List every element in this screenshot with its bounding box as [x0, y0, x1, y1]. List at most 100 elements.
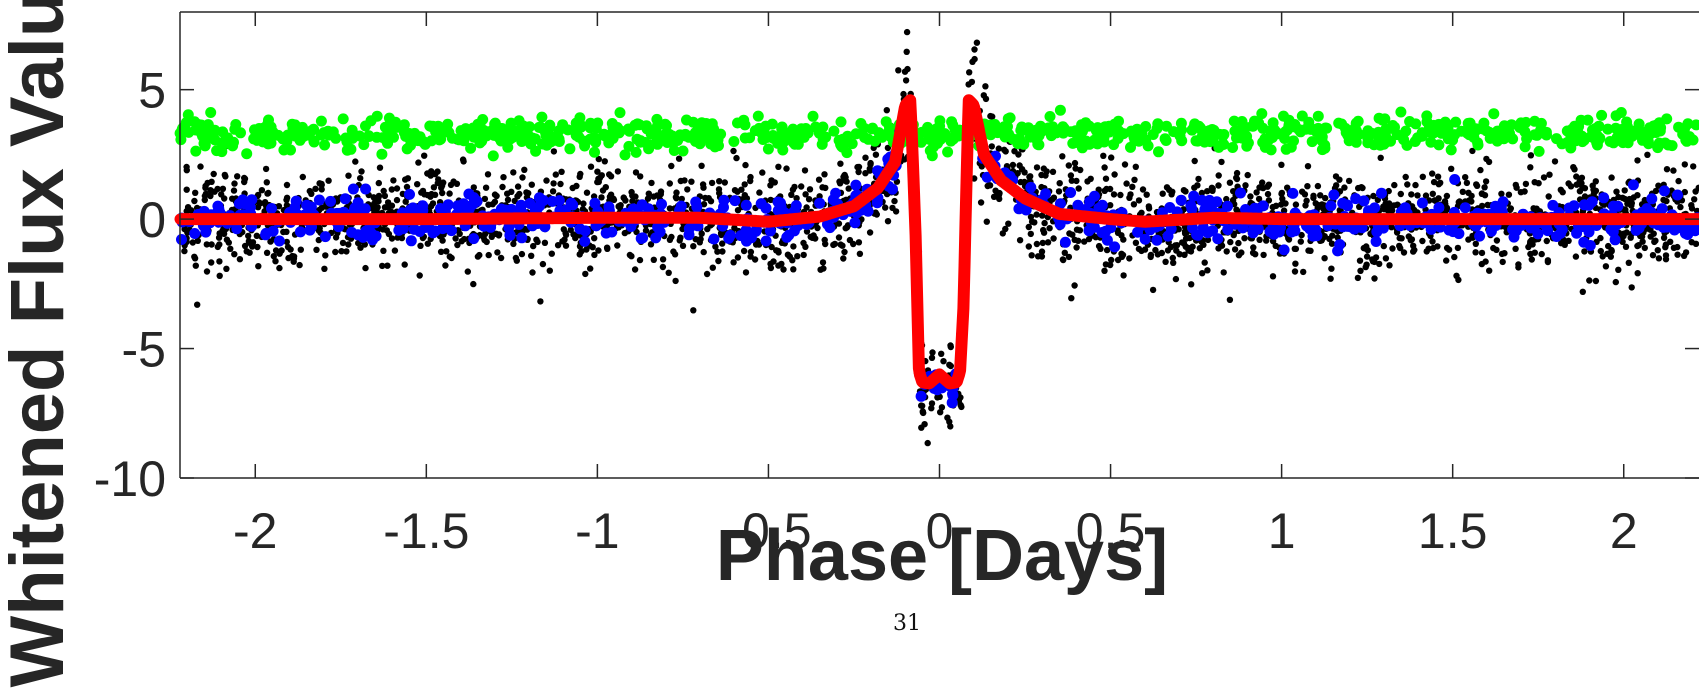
black-data-point — [1373, 254, 1379, 260]
blue-data-point — [1542, 225, 1553, 236]
black-data-point — [1501, 250, 1507, 256]
blue-data-point — [463, 189, 474, 200]
black-data-point — [1365, 247, 1371, 253]
black-data-point — [237, 256, 243, 262]
black-data-point — [457, 231, 463, 237]
green-data-point — [1488, 108, 1499, 119]
black-data-point — [402, 176, 408, 182]
black-data-point — [1506, 192, 1512, 198]
green-data-point — [543, 123, 554, 134]
black-data-point — [417, 272, 423, 278]
black-data-point — [537, 298, 543, 304]
black-data-point — [1252, 251, 1258, 257]
black-data-point — [606, 171, 612, 177]
black-data-point — [1160, 191, 1166, 197]
black-data-point — [1473, 241, 1479, 247]
green-data-point — [999, 121, 1010, 132]
black-data-point — [759, 169, 765, 175]
green-data-point — [753, 111, 764, 122]
black-data-point — [1123, 180, 1129, 186]
green-data-point — [1007, 133, 1018, 144]
green-data-point — [1333, 118, 1344, 129]
blue-data-point — [360, 184, 371, 195]
black-data-point — [1544, 238, 1550, 244]
blue-data-point — [1089, 191, 1100, 202]
black-data-point — [1579, 175, 1585, 181]
black-data-point — [1120, 272, 1126, 278]
black-data-point — [184, 187, 190, 193]
black-data-point — [1300, 269, 1306, 275]
black-data-point — [1026, 243, 1032, 249]
black-data-point — [1655, 247, 1661, 253]
green-data-point — [1551, 133, 1562, 144]
black-data-point — [1570, 164, 1576, 170]
black-data-point — [1674, 252, 1680, 258]
black-data-point — [1613, 279, 1619, 285]
black-data-point — [1328, 266, 1334, 272]
black-data-point — [357, 245, 363, 251]
blue-data-point — [814, 198, 825, 209]
y-tick-label: -10 — [94, 451, 166, 507]
black-data-point — [622, 230, 628, 236]
black-data-point — [780, 266, 786, 272]
black-data-point — [1031, 219, 1037, 225]
black-data-point — [375, 194, 381, 200]
black-data-point — [357, 175, 363, 181]
black-data-point — [1430, 245, 1436, 251]
black-data-point — [929, 349, 935, 355]
red-model-point — [1020, 193, 1031, 204]
green-data-point — [574, 112, 585, 123]
black-data-point — [1066, 230, 1072, 236]
black-data-point — [1363, 264, 1369, 270]
black-data-point — [1498, 191, 1504, 197]
black-data-point — [1546, 193, 1552, 199]
green-data-point — [859, 123, 870, 134]
black-data-point — [1593, 278, 1599, 284]
black-data-point — [492, 191, 498, 197]
blue-data-point — [1025, 182, 1036, 193]
black-data-point — [500, 174, 506, 180]
green-data-point — [1081, 136, 1092, 147]
black-data-point — [220, 186, 226, 192]
black-data-point — [298, 247, 304, 253]
black-data-point — [1408, 191, 1414, 197]
black-data-point — [1513, 182, 1519, 188]
black-data-point — [747, 174, 753, 180]
red-model-point — [421, 214, 432, 225]
black-data-point — [668, 234, 674, 240]
green-data-point — [557, 119, 568, 130]
black-data-point — [549, 251, 555, 257]
black-data-point — [594, 169, 600, 175]
black-data-point — [904, 66, 910, 72]
black-data-point — [376, 180, 382, 186]
black-data-point — [216, 258, 222, 264]
black-data-point — [984, 219, 990, 225]
black-data-point — [264, 190, 270, 196]
blue-data-point — [1417, 198, 1428, 209]
green-data-point — [632, 134, 643, 145]
black-data-point — [1688, 202, 1694, 208]
green-data-point — [1197, 131, 1208, 142]
black-data-point — [1117, 192, 1123, 198]
black-data-point — [1111, 191, 1117, 197]
black-data-point — [820, 265, 826, 271]
black-data-point — [287, 246, 293, 252]
black-data-point — [394, 197, 400, 203]
black-data-point — [1077, 227, 1083, 233]
green-data-point — [1045, 111, 1056, 122]
green-data-point — [1422, 116, 1433, 127]
black-data-point — [1292, 246, 1298, 252]
black-data-point — [807, 186, 813, 192]
black-data-point — [1046, 225, 1052, 231]
green-data-point — [384, 130, 395, 141]
black-data-point — [1357, 268, 1363, 274]
green-data-point — [1058, 126, 1069, 137]
blue-data-point — [1628, 179, 1639, 190]
black-data-point — [1108, 257, 1114, 263]
green-data-point — [1433, 139, 1444, 150]
black-data-point — [1527, 239, 1533, 245]
black-data-point — [940, 358, 946, 364]
green-data-point — [488, 150, 499, 161]
black-data-point — [551, 148, 557, 154]
black-data-point — [1598, 248, 1604, 254]
